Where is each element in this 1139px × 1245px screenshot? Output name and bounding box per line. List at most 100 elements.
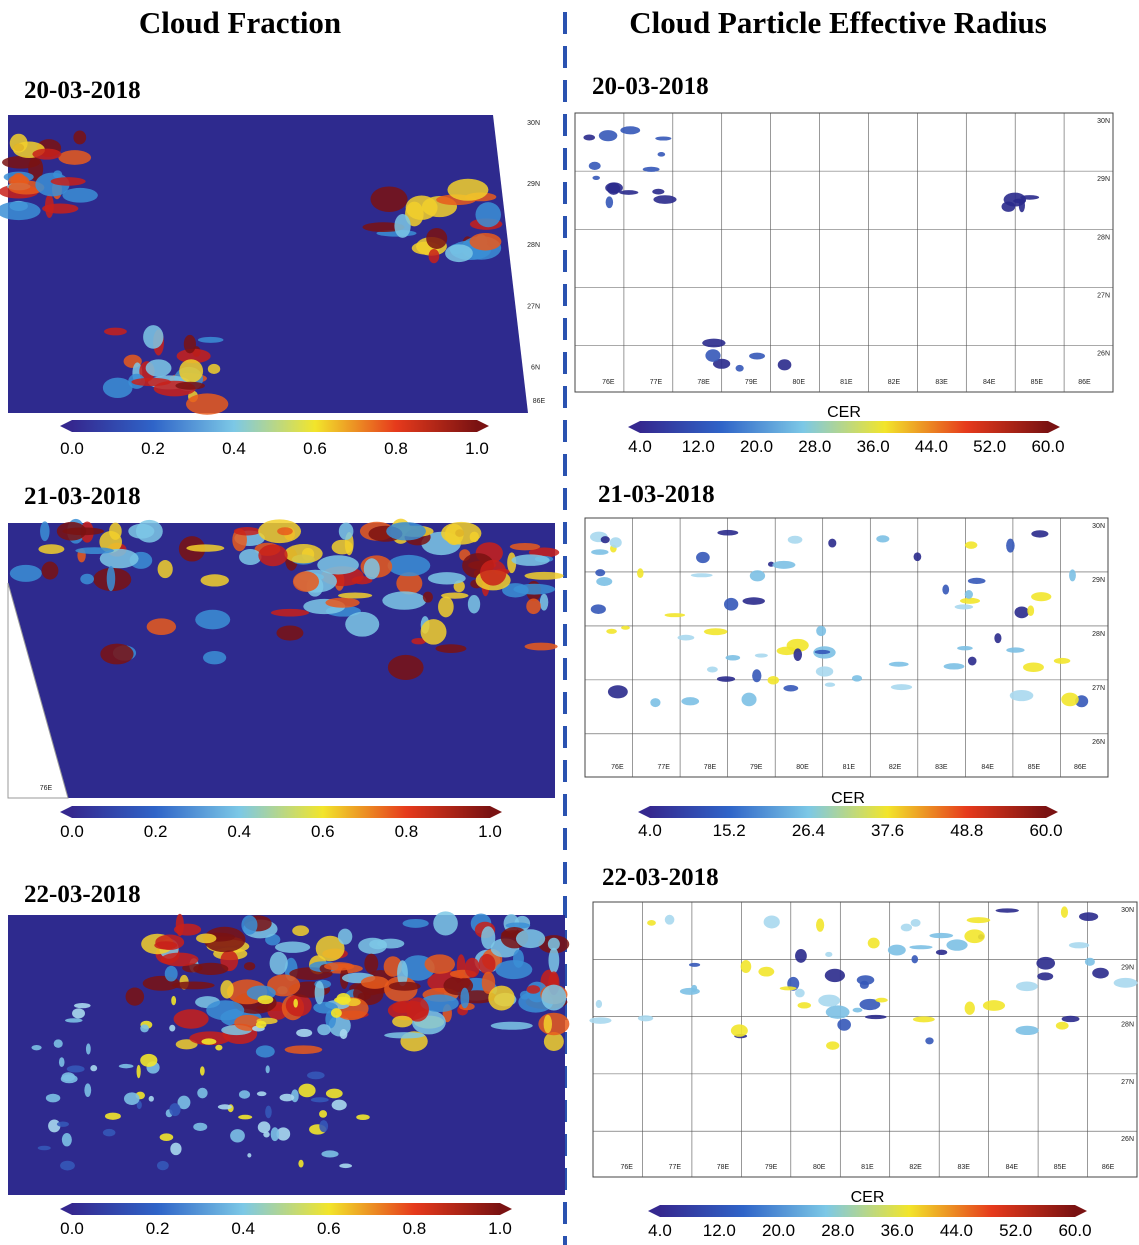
cer-patch [797,1002,812,1009]
cloud-patch [369,939,387,950]
cloud-patch [140,1053,158,1067]
cer-patch [702,338,726,348]
cer-patch [995,908,1019,913]
cloud-patch [80,573,94,585]
cloud-patch [538,1012,570,1036]
cer-patch [910,918,921,927]
cer-patch [946,939,968,951]
cloud-patch [195,609,231,630]
cer-patch [824,968,845,983]
colorbar [72,1203,500,1215]
cloud-patch [467,594,481,614]
cloud-patch [183,334,196,354]
colorbar-arrow-low [648,1205,660,1217]
colorbar-tick-label: 0.4 [231,1219,255,1238]
colorbar-tick-label: 12.0 [682,437,715,456]
cer-patch [664,613,686,618]
cer-patch [794,988,805,998]
cloud-patch [279,1093,295,1102]
cloud-patch [203,650,227,665]
colorbar-tick-label: 4.0 [648,1221,672,1240]
cloud-patch [263,1131,270,1138]
cer-patch [754,653,768,658]
cer-patch [942,584,950,595]
lat-label: 30N [1121,907,1134,914]
cer-patch [590,604,606,615]
cer-patch [679,987,700,995]
cer-patch [1036,956,1056,970]
cloud-patch [443,976,474,996]
lon-label: 76E [611,764,624,771]
cloud-patch [123,1092,140,1106]
cer-patch [1009,689,1034,702]
cloud-patch [146,618,177,636]
lon-label: 82E [889,764,902,771]
colorbar-tick-label: 20.0 [762,1221,795,1240]
cer-patch [1006,647,1025,653]
map-frame [592,901,1138,1178]
cloud-patch [61,1072,76,1082]
cloud-patch [428,248,440,264]
cer-patch [964,1001,975,1015]
cer-patch [851,675,863,682]
cloud-patch [435,644,467,653]
cloud-patch [336,992,351,1006]
cloud-patch [324,962,355,971]
lat-label: 28N [1092,631,1105,638]
lat-label: 28N [527,242,540,249]
cloud-patch [310,1097,329,1103]
lon-label: 85E [1028,764,1041,771]
cer-patch [637,568,644,579]
colorbar-tick-label: 60.0 [1029,821,1062,840]
cer-patch [967,577,986,585]
cer-patch [763,915,780,929]
cer-patch [779,986,797,991]
cer-patch [900,923,913,932]
cloud-patch [106,565,116,592]
lon-label: 83E [935,764,948,771]
lat-label: 27N [1121,1079,1134,1086]
cloud-patch [56,1121,69,1127]
cloud-patch [9,564,42,582]
cloud-patch [193,1122,208,1131]
cer-patch [595,569,606,577]
cer-patch [767,675,780,685]
cer-patch [890,684,913,691]
cloud-patch [128,523,155,539]
cloud-patch [539,593,549,611]
colorbar-arrow-high [500,1203,512,1215]
cloud-patch [197,336,224,343]
cer-patch [935,949,948,956]
map-frame [584,517,1109,778]
cloud-patch [186,544,225,552]
colorbar-tick-label: 12.0 [703,1221,736,1240]
cloud-patch [102,1128,116,1137]
colorbar-arrow-low [60,1203,72,1215]
cloud-patch [307,1071,325,1080]
cloud-patch [56,521,87,541]
cer-patch [749,570,766,582]
cloud-patch [481,971,496,994]
cer-patch [913,552,922,562]
cloud-patch [515,929,546,949]
cer-patch [856,975,875,985]
lon-label: 81E [843,764,856,771]
cloud-patch [257,1121,271,1134]
colorbar-tick-label: 0.4 [222,439,246,458]
lon-label: 83E [935,379,948,386]
cloud-patch [469,531,479,543]
lat-label: 26N [1097,351,1110,358]
cloud-patch [90,1065,98,1072]
cloud-patch [331,1099,347,1111]
cloud-patch [243,962,256,971]
cloud-patch [392,1015,413,1028]
cloud-patch [65,1018,83,1023]
cloud-patch [386,522,426,541]
cer-patch [957,646,973,651]
cloud-patch [143,325,164,349]
cer-patch [690,573,713,578]
lon-label: 79E [750,764,763,771]
cer-patch [1014,606,1029,619]
colorbar-tick-label: 15.2 [713,821,746,840]
cloud-patch [526,598,541,615]
